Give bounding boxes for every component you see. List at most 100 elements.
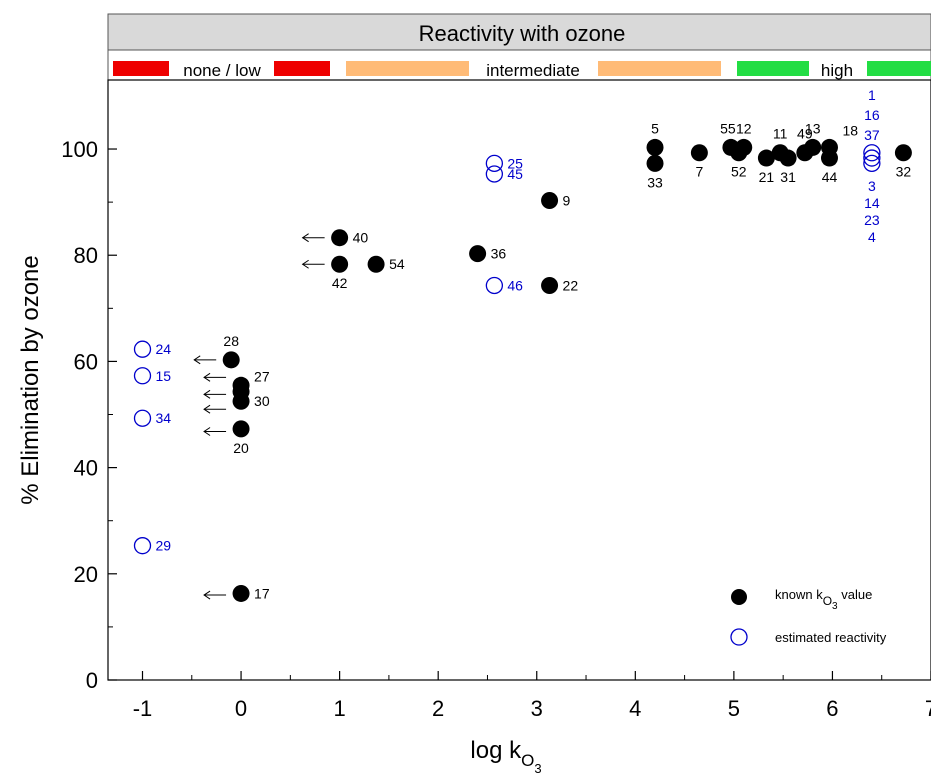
point-label: 15: [155, 368, 171, 384]
point-label: 25: [507, 155, 523, 171]
x-tick-label: 4: [629, 696, 641, 721]
x-tick-label: -1: [133, 696, 153, 721]
point-label: 30: [254, 393, 270, 409]
point-labels: 2827302017404254369225337555212211131491…: [155, 87, 911, 601]
estimated-point: [863, 149, 881, 167]
point-label: 52: [731, 164, 747, 180]
data-points: [133, 138, 912, 602]
left-arrow: [193, 355, 217, 365]
point-label: 37: [864, 127, 880, 143]
known-point: [735, 138, 753, 156]
point-label: 49: [797, 126, 813, 142]
point-label: 29: [155, 538, 171, 554]
point-label: 34: [155, 410, 171, 426]
left-arrow: [203, 389, 227, 399]
point-label: 21: [759, 169, 775, 185]
band-none-low-right: [274, 61, 330, 76]
point-label: 20: [233, 440, 249, 456]
left-arrow: [301, 233, 325, 243]
known-point: [820, 149, 838, 167]
known-point: [779, 149, 797, 167]
x-tick-label: 6: [826, 696, 838, 721]
left-arrow: [203, 404, 227, 414]
legend-known-marker: [731, 589, 747, 605]
band-high-right: [867, 61, 931, 76]
estimated-point: [133, 537, 152, 555]
legend: known kO3 value estimated reactivity: [730, 587, 887, 646]
point-label: 46: [507, 277, 523, 293]
point-label: 23: [864, 212, 880, 228]
point-label: 18: [842, 122, 858, 138]
known-point: [232, 392, 250, 410]
known-point: [646, 154, 664, 172]
known-point: [331, 255, 349, 273]
known-point: [646, 138, 664, 156]
point-label: 24: [155, 341, 171, 357]
point-label: 42: [332, 275, 348, 291]
point-label: 33: [647, 174, 663, 190]
estimated-point: [485, 165, 504, 183]
point-label: 11: [773, 126, 788, 142]
known-point: [232, 584, 250, 602]
known-point: [541, 192, 559, 210]
known-point: [367, 255, 385, 273]
known-point: [804, 138, 822, 156]
estimated-point: [133, 367, 152, 385]
band-intermediate-left: [346, 61, 469, 76]
known-point: [469, 245, 487, 263]
x-tick-label: 5: [728, 696, 740, 721]
x-tick-label: 1: [333, 696, 345, 721]
x-tick-label: 7: [925, 696, 931, 721]
point-label: 12: [736, 120, 752, 136]
point-label: 14: [864, 195, 880, 211]
known-point: [232, 420, 250, 438]
point-label: 54: [389, 256, 405, 272]
x-tick-label: 0: [235, 696, 247, 721]
header-title-bar: [107, 13, 931, 51]
point-label: 45: [507, 166, 523, 182]
estimated-point: [863, 154, 881, 173]
x-axis-title: log kO3: [470, 737, 541, 776]
point-label: 32: [896, 164, 912, 180]
y-tick-label: 0: [86, 668, 98, 693]
band-intermediate-right: [598, 61, 721, 76]
x-tick-label: 3: [531, 696, 543, 721]
known-point: [331, 229, 349, 247]
point-label: 27: [254, 368, 270, 384]
arrows: [193, 233, 325, 600]
plot-area: [107, 79, 931, 681]
point-label: 22: [563, 277, 579, 293]
legend-estimated-marker: [730, 628, 748, 646]
band-label-none-low: none / low: [183, 61, 261, 80]
estimated-point: [133, 409, 152, 427]
point-label: 9: [563, 193, 571, 209]
known-point: [690, 144, 708, 162]
point-label: 5: [651, 120, 659, 136]
estimated-point: [485, 276, 504, 295]
known-point: [757, 149, 775, 167]
left-arrow: [203, 372, 227, 382]
point-label: 13: [805, 120, 821, 136]
y-tick-label: 60: [74, 349, 98, 374]
point-label: 4: [868, 229, 876, 245]
point-label: 55: [720, 120, 736, 136]
known-point: [894, 144, 912, 162]
y-tick-label: 40: [74, 456, 98, 481]
axes: -101234567020406080100: [61, 137, 931, 721]
y-axis-title: % Elimination by ozone: [17, 255, 44, 504]
point-label: 1: [868, 87, 876, 103]
x-tick-label: 2: [432, 696, 444, 721]
y-tick-label: 20: [74, 562, 98, 587]
band-none-low-left: [113, 61, 169, 76]
estimated-point: [485, 154, 504, 173]
point-label: 28: [223, 333, 239, 349]
point-label: 40: [353, 230, 369, 246]
point-label: 36: [491, 246, 507, 262]
estimated-point: [863, 144, 881, 162]
left-arrow: [203, 590, 227, 600]
known-point: [222, 351, 240, 369]
legend-known-label: known kO3 value: [775, 587, 872, 612]
point-label: 16: [864, 107, 880, 123]
point-label: 17: [254, 585, 270, 601]
